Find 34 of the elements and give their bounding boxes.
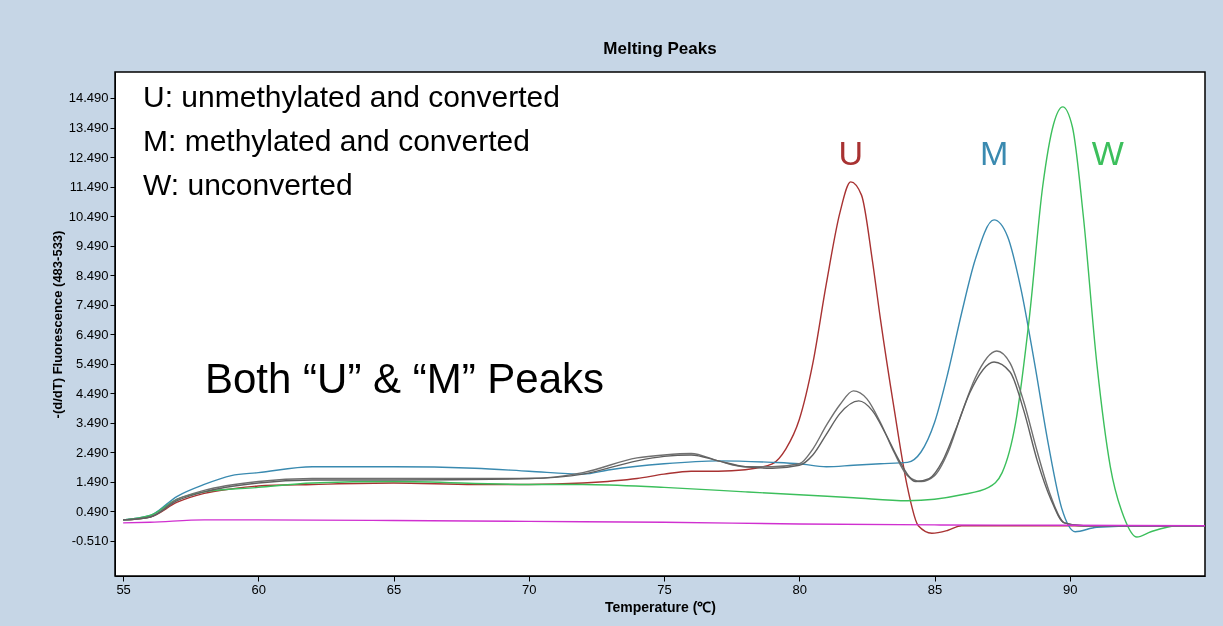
- series-label: M: [979, 134, 1009, 172]
- annotation: W: unconverted: [143, 168, 353, 201]
- annotation: U: unmethylated and converted: [143, 80, 560, 113]
- y-tick-label: 7.490: [75, 297, 109, 313]
- y-tick-label: 8.490: [75, 267, 109, 283]
- y-tick-label: 6.490: [75, 326, 109, 342]
- x-tick-label: 60: [251, 581, 267, 597]
- series-label: U: [838, 134, 863, 172]
- y-tick-label: 3.490: [75, 415, 109, 431]
- annotation: M: methylated and converted: [143, 124, 530, 157]
- x-tick-label: 70: [522, 581, 537, 597]
- y-tick-label: 0.490: [75, 503, 109, 519]
- chart-title: Melting Peaks: [603, 39, 717, 58]
- x-tick-label: 55: [116, 581, 131, 597]
- series-label: W: [1091, 134, 1124, 172]
- x-tick-label: 75: [657, 581, 672, 597]
- x-axis-title: Temperature (℃): [605, 598, 716, 615]
- y-tick-label: 1.490: [75, 474, 109, 490]
- x-tick-label: 85: [927, 581, 943, 597]
- y-tick-label: 10.490: [68, 208, 109, 224]
- y-tick-label: 4.490: [75, 385, 109, 401]
- y-tick-label: 11.490: [69, 179, 109, 195]
- y-tick-label: 5.490: [75, 356, 109, 372]
- x-tick-label: 80: [792, 581, 808, 597]
- y-axis-title: -(d/dT) Fluorescence (483-533): [49, 230, 65, 419]
- y-tick-label: 2.490: [75, 444, 109, 460]
- x-tick-label: 90: [1063, 581, 1078, 597]
- y-tick-label: 12.490: [68, 149, 109, 165]
- annotation: Both “U” & “M” Peaks: [205, 355, 605, 402]
- y-tick-label: 14.490: [68, 90, 109, 106]
- y-tick-label: -0.510: [71, 533, 109, 549]
- x-tick-label: 65: [386, 581, 402, 597]
- y-tick-label: 13.490: [68, 120, 109, 136]
- y-tick-label: 9.490: [75, 238, 109, 254]
